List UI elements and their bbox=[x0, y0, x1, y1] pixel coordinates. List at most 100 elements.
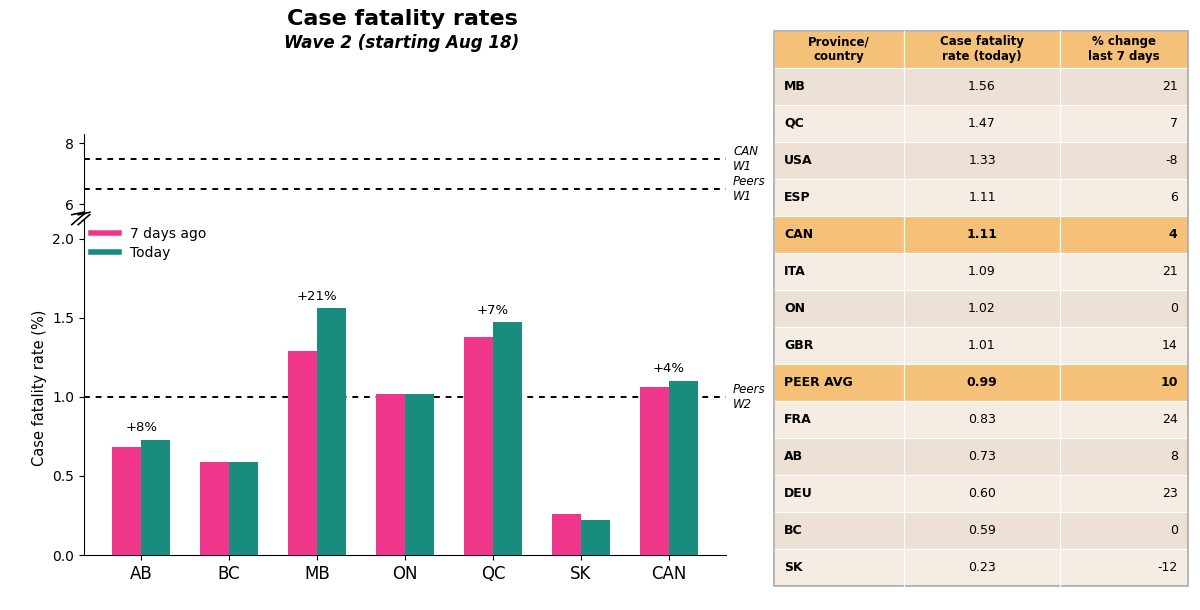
Bar bbox=[774, 30, 905, 68]
Text: GBR: GBR bbox=[785, 339, 814, 351]
Bar bbox=[112, 448, 142, 555]
Bar bbox=[317, 308, 346, 555]
Text: 0: 0 bbox=[1170, 301, 1177, 315]
Text: Peers
W1: Peers W1 bbox=[733, 175, 766, 203]
Bar bbox=[905, 548, 1060, 586]
Text: Wave 2 (starting Aug 18): Wave 2 (starting Aug 18) bbox=[284, 34, 520, 52]
Bar bbox=[1060, 179, 1188, 215]
Bar bbox=[1060, 215, 1188, 253]
Bar bbox=[774, 290, 905, 326]
Text: 0.83: 0.83 bbox=[968, 412, 996, 426]
Text: USA: USA bbox=[785, 154, 812, 167]
Bar bbox=[774, 104, 905, 142]
Text: 1.02: 1.02 bbox=[968, 301, 996, 315]
Bar bbox=[774, 68, 905, 104]
Text: 21: 21 bbox=[1162, 265, 1177, 278]
Bar bbox=[1060, 437, 1188, 475]
Bar bbox=[905, 179, 1060, 215]
Text: 1.11: 1.11 bbox=[966, 228, 997, 240]
Text: Case fatality
rate (today): Case fatality rate (today) bbox=[940, 35, 1024, 63]
Bar bbox=[1060, 512, 1188, 548]
Text: +21%: +21% bbox=[296, 290, 337, 303]
Bar bbox=[464, 337, 493, 555]
Text: SK: SK bbox=[785, 561, 803, 573]
Text: Province/
country: Province/ country bbox=[809, 35, 870, 63]
Text: 0.23: 0.23 bbox=[968, 561, 996, 573]
Bar bbox=[581, 520, 610, 555]
Bar bbox=[640, 387, 668, 555]
Bar bbox=[905, 475, 1060, 512]
Text: CAN: CAN bbox=[785, 228, 814, 240]
Bar bbox=[1060, 290, 1188, 326]
Text: 4: 4 bbox=[1169, 228, 1177, 240]
Text: 1.01: 1.01 bbox=[968, 339, 996, 351]
Text: DEU: DEU bbox=[785, 487, 814, 500]
Bar bbox=[774, 437, 905, 475]
Text: ITA: ITA bbox=[785, 265, 806, 278]
Text: 1.47: 1.47 bbox=[968, 117, 996, 129]
Bar bbox=[774, 364, 905, 401]
Bar bbox=[288, 351, 317, 555]
Text: 0: 0 bbox=[1170, 523, 1177, 537]
Text: +7%: +7% bbox=[476, 304, 509, 317]
Text: AB: AB bbox=[785, 450, 804, 462]
Bar bbox=[1060, 104, 1188, 142]
Bar bbox=[774, 475, 905, 512]
Bar bbox=[142, 440, 170, 555]
Bar bbox=[905, 437, 1060, 475]
Bar bbox=[905, 142, 1060, 179]
Text: ON: ON bbox=[785, 301, 805, 315]
Text: ESP: ESP bbox=[785, 190, 811, 204]
Y-axis label: Case fatality rate (%): Case fatality rate (%) bbox=[31, 309, 47, 465]
Text: 23: 23 bbox=[1162, 487, 1177, 500]
Text: % change
last 7 days: % change last 7 days bbox=[1088, 35, 1159, 63]
Bar bbox=[905, 326, 1060, 364]
Bar bbox=[552, 514, 581, 555]
Legend: 7 days ago, Today: 7 days ago, Today bbox=[91, 226, 206, 260]
Text: 1.09: 1.09 bbox=[968, 265, 996, 278]
Text: 1.33: 1.33 bbox=[968, 154, 996, 167]
Bar bbox=[905, 215, 1060, 253]
Text: +8%: +8% bbox=[125, 421, 157, 434]
Text: 21: 21 bbox=[1162, 79, 1177, 93]
Bar bbox=[200, 462, 229, 555]
Bar bbox=[774, 142, 905, 179]
Text: 6: 6 bbox=[1170, 190, 1177, 204]
Text: 14: 14 bbox=[1162, 339, 1177, 351]
Text: 10: 10 bbox=[1160, 376, 1177, 389]
Text: QC: QC bbox=[785, 117, 804, 129]
Bar bbox=[905, 253, 1060, 290]
Text: 24: 24 bbox=[1162, 412, 1177, 426]
Text: 1.56: 1.56 bbox=[968, 79, 996, 93]
Text: MB: MB bbox=[785, 79, 806, 93]
Text: -12: -12 bbox=[1158, 561, 1177, 573]
Bar bbox=[905, 401, 1060, 437]
Bar bbox=[905, 30, 1060, 68]
Bar bbox=[774, 401, 905, 437]
Text: 8: 8 bbox=[1170, 450, 1177, 462]
Bar bbox=[1060, 475, 1188, 512]
Text: FRA: FRA bbox=[785, 412, 812, 426]
Bar bbox=[774, 512, 905, 548]
Text: BC: BC bbox=[785, 523, 803, 537]
Bar bbox=[376, 393, 406, 555]
Bar bbox=[905, 68, 1060, 104]
Bar bbox=[406, 393, 434, 555]
Bar bbox=[905, 104, 1060, 142]
Bar bbox=[1060, 30, 1188, 68]
Bar bbox=[905, 290, 1060, 326]
Text: 1.11: 1.11 bbox=[968, 190, 996, 204]
Text: Case fatality rates: Case fatality rates bbox=[287, 9, 517, 29]
Text: Numbers above bars: % increase in last 7 days: Numbers above bars: % increase in last 7… bbox=[90, 183, 385, 196]
Text: CAN
W1: CAN W1 bbox=[733, 145, 758, 173]
Bar bbox=[1060, 253, 1188, 290]
Bar bbox=[1060, 68, 1188, 104]
Text: 7: 7 bbox=[1170, 117, 1177, 129]
Bar bbox=[905, 512, 1060, 548]
Bar bbox=[905, 364, 1060, 401]
Bar bbox=[774, 253, 905, 290]
Bar bbox=[1060, 401, 1188, 437]
Text: PEER AVG: PEER AVG bbox=[785, 376, 853, 389]
Bar bbox=[1060, 548, 1188, 586]
Bar bbox=[493, 323, 522, 555]
